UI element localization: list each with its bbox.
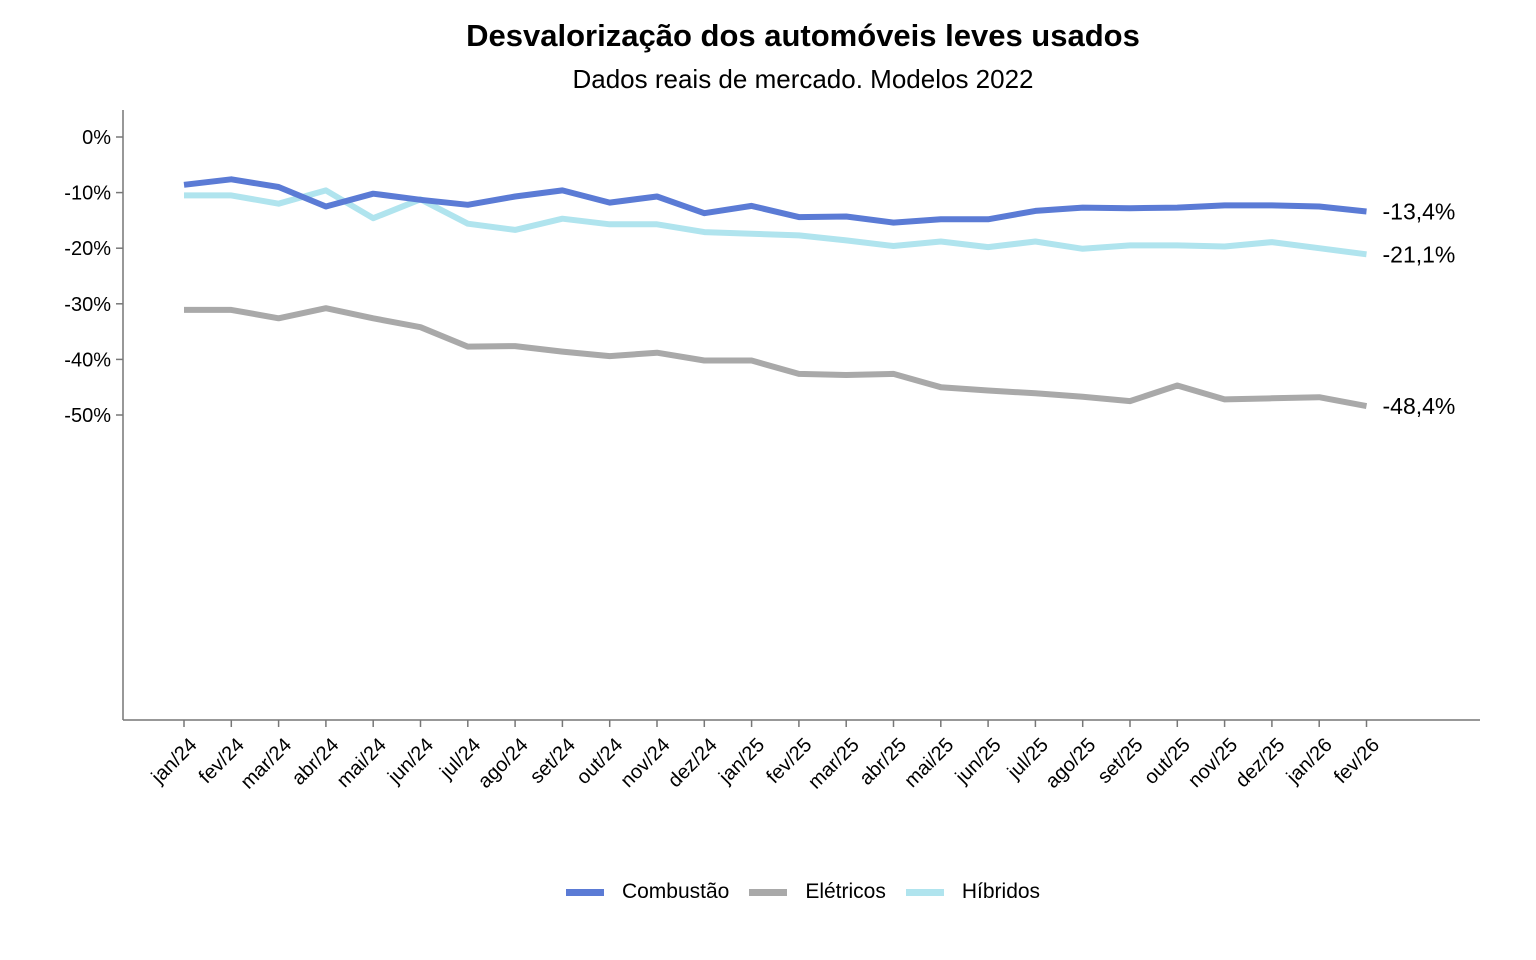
x-tick-label: jan/26 bbox=[1282, 734, 1337, 789]
x-tick-label: dez/24 bbox=[664, 734, 722, 792]
y-tick-label: -20% bbox=[64, 238, 111, 260]
x-tick-label: jun/24 bbox=[383, 734, 438, 789]
legend: Combustão Elétricos Híbridos bbox=[0, 880, 1536, 904]
x-tick-label: jan/25 bbox=[714, 734, 769, 789]
x-tick-label: ago/25 bbox=[1041, 734, 1100, 793]
series-line-combustão bbox=[183, 176, 1367, 226]
legend-swatch bbox=[565, 888, 604, 896]
series-line-elétricos bbox=[184, 305, 1368, 410]
chart-subtitle: Dados reais de mercado. Modelos 2022 bbox=[572, 64, 1034, 94]
x-tick-label: fev/26 bbox=[1330, 734, 1384, 788]
x-tick-label: mar/24 bbox=[237, 734, 297, 794]
legend-label: Elétricos bbox=[805, 880, 886, 903]
end-label-elétricos: -48,4% bbox=[1383, 393, 1456, 419]
legend-item: Híbridos bbox=[905, 880, 1041, 904]
x-tick-label: mai/25 bbox=[900, 734, 958, 792]
x-tick-label: out/25 bbox=[1140, 734, 1195, 789]
series-layer bbox=[183, 176, 1368, 410]
x-tick-label: jun/25 bbox=[951, 734, 1006, 789]
x-tick-label: set/25 bbox=[1093, 734, 1147, 788]
x-tick-label: nov/25 bbox=[1184, 734, 1242, 792]
x-tick-label: ago/24 bbox=[474, 734, 533, 793]
x-tick-label: set/24 bbox=[526, 734, 580, 788]
legend-label: Híbridos bbox=[961, 880, 1041, 903]
end-labels: -13,4% -48,4% -21,1% bbox=[1383, 199, 1456, 420]
legend-label: Combustão bbox=[621, 880, 730, 903]
x-tick-label: abr/24 bbox=[288, 734, 344, 790]
x-tick-label: dez/25 bbox=[1231, 734, 1289, 792]
x-tick-label: out/24 bbox=[572, 734, 627, 789]
legend-item: Elétricos bbox=[749, 880, 886, 904]
y-tick-label: -30% bbox=[64, 294, 111, 316]
series-line-híbridos bbox=[184, 187, 1367, 258]
legend-swatch bbox=[749, 888, 788, 896]
x-tick-label: abr/25 bbox=[855, 734, 911, 790]
end-label-híbridos: -21,1% bbox=[1383, 241, 1456, 267]
x-tick-label: jan/24 bbox=[147, 734, 202, 789]
chart-title: Desvalorização dos automóveis leves usad… bbox=[466, 18, 1140, 53]
legend-item: Combustão bbox=[565, 880, 730, 904]
legend-swatch bbox=[905, 888, 944, 896]
y-tick-label: -40% bbox=[64, 349, 111, 371]
x-tick-label: mar/25 bbox=[804, 734, 864, 794]
y-tick-label: -10% bbox=[64, 183, 111, 205]
x-tick-label: mai/24 bbox=[333, 734, 391, 792]
y-tick-label: -50% bbox=[64, 405, 111, 427]
x-tick-label: nov/24 bbox=[617, 734, 675, 792]
y-tick-label: 0% bbox=[82, 127, 111, 149]
end-label-combustão: -13,4% bbox=[1383, 199, 1456, 225]
